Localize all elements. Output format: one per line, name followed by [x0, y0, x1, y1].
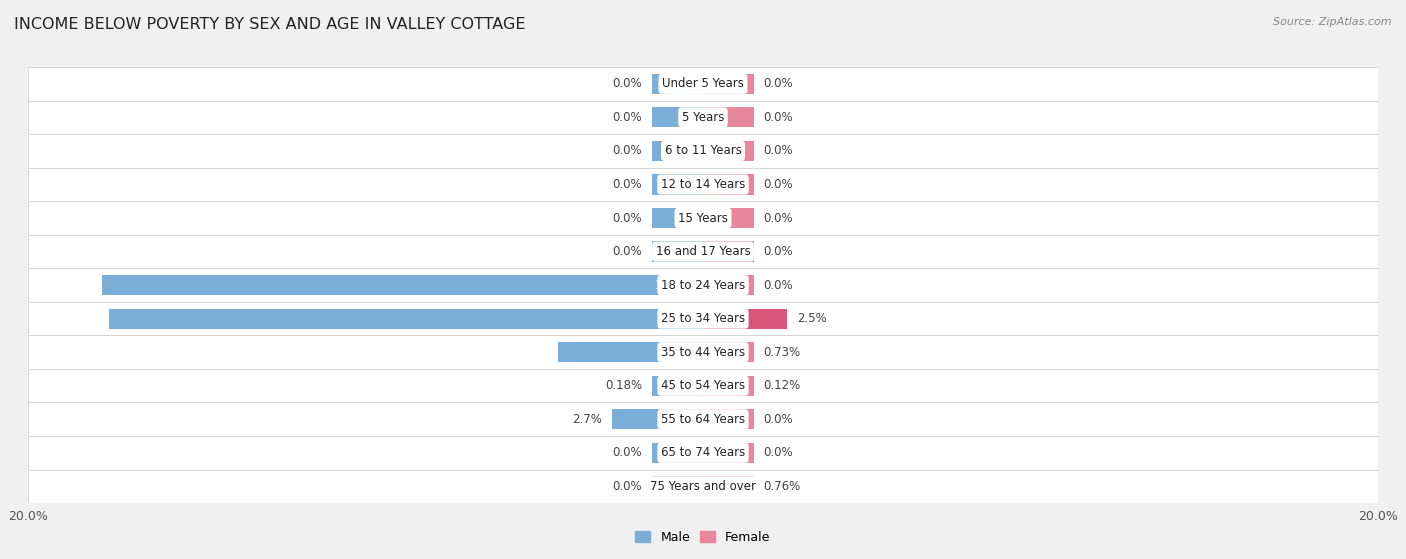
- Bar: [28, 67, 1378, 101]
- Bar: [703, 141, 754, 161]
- Bar: [28, 235, 1378, 268]
- Text: 4.3%: 4.3%: [692, 345, 721, 359]
- Text: 0.0%: 0.0%: [613, 480, 643, 493]
- Text: 0.0%: 0.0%: [763, 111, 793, 124]
- Text: INCOME BELOW POVERTY BY SEX AND AGE IN VALLEY COTTAGE: INCOME BELOW POVERTY BY SEX AND AGE IN V…: [14, 17, 526, 32]
- Text: 15 Years: 15 Years: [678, 211, 728, 225]
- Bar: [110, 309, 703, 329]
- Bar: [652, 107, 703, 127]
- Bar: [652, 376, 703, 396]
- Bar: [28, 201, 1378, 235]
- Text: 25 to 34 Years: 25 to 34 Years: [661, 312, 745, 325]
- Text: 18 to 24 Years: 18 to 24 Years: [661, 278, 745, 292]
- Bar: [28, 168, 1378, 201]
- Bar: [558, 342, 703, 362]
- Bar: [28, 268, 1378, 302]
- Bar: [103, 275, 703, 295]
- Text: 6 to 11 Years: 6 to 11 Years: [665, 144, 741, 158]
- Text: 0.0%: 0.0%: [763, 211, 793, 225]
- Bar: [28, 134, 1378, 168]
- Bar: [703, 107, 754, 127]
- Text: 0.0%: 0.0%: [763, 446, 793, 459]
- Text: 0.0%: 0.0%: [613, 77, 643, 91]
- Text: 0.0%: 0.0%: [763, 77, 793, 91]
- Bar: [652, 443, 703, 463]
- Text: 17.6%: 17.6%: [655, 312, 693, 325]
- Text: Under 5 Years: Under 5 Years: [662, 77, 744, 91]
- Text: 16 and 17 Years: 16 and 17 Years: [655, 245, 751, 258]
- Bar: [703, 74, 754, 94]
- Bar: [703, 443, 754, 463]
- Bar: [652, 208, 703, 228]
- Bar: [28, 335, 1378, 369]
- Bar: [28, 302, 1378, 335]
- Text: 0.0%: 0.0%: [613, 144, 643, 158]
- Text: 2.5%: 2.5%: [797, 312, 827, 325]
- Bar: [652, 241, 703, 262]
- Bar: [28, 436, 1378, 470]
- Text: 45 to 54 Years: 45 to 54 Years: [661, 379, 745, 392]
- Text: 0.0%: 0.0%: [763, 144, 793, 158]
- Text: 0.18%: 0.18%: [605, 379, 643, 392]
- Text: 0.73%: 0.73%: [763, 345, 801, 359]
- Bar: [703, 476, 754, 496]
- Text: 0.0%: 0.0%: [763, 413, 793, 426]
- Bar: [652, 174, 703, 195]
- Bar: [703, 208, 754, 228]
- Text: 0.0%: 0.0%: [613, 178, 643, 191]
- Bar: [652, 476, 703, 496]
- Text: 35 to 44 Years: 35 to 44 Years: [661, 345, 745, 359]
- Bar: [28, 470, 1378, 503]
- Text: 0.0%: 0.0%: [613, 245, 643, 258]
- Text: 5 Years: 5 Years: [682, 111, 724, 124]
- Bar: [703, 409, 754, 429]
- Bar: [28, 101, 1378, 134]
- Text: 55 to 64 Years: 55 to 64 Years: [661, 413, 745, 426]
- Text: 75 Years and over: 75 Years and over: [650, 480, 756, 493]
- Bar: [652, 74, 703, 94]
- Bar: [703, 376, 754, 396]
- Bar: [652, 141, 703, 161]
- Text: Source: ZipAtlas.com: Source: ZipAtlas.com: [1274, 17, 1392, 27]
- Bar: [703, 174, 754, 195]
- Legend: Male, Female: Male, Female: [630, 526, 776, 549]
- Bar: [703, 275, 754, 295]
- Text: 17.8%: 17.8%: [655, 278, 692, 292]
- Text: 0.0%: 0.0%: [613, 446, 643, 459]
- Bar: [703, 342, 754, 362]
- Bar: [612, 409, 703, 429]
- Text: 2.7%: 2.7%: [572, 413, 602, 426]
- Bar: [703, 241, 754, 262]
- Text: 0.0%: 0.0%: [613, 211, 643, 225]
- Text: 0.0%: 0.0%: [763, 245, 793, 258]
- Bar: [28, 369, 1378, 402]
- Text: 12 to 14 Years: 12 to 14 Years: [661, 178, 745, 191]
- Text: 0.12%: 0.12%: [763, 379, 801, 392]
- Text: 65 to 74 Years: 65 to 74 Years: [661, 446, 745, 459]
- Bar: [703, 309, 787, 329]
- Bar: [28, 402, 1378, 436]
- Text: 0.76%: 0.76%: [763, 480, 801, 493]
- Text: 0.0%: 0.0%: [763, 178, 793, 191]
- Text: 0.0%: 0.0%: [613, 111, 643, 124]
- Text: 0.0%: 0.0%: [763, 278, 793, 292]
